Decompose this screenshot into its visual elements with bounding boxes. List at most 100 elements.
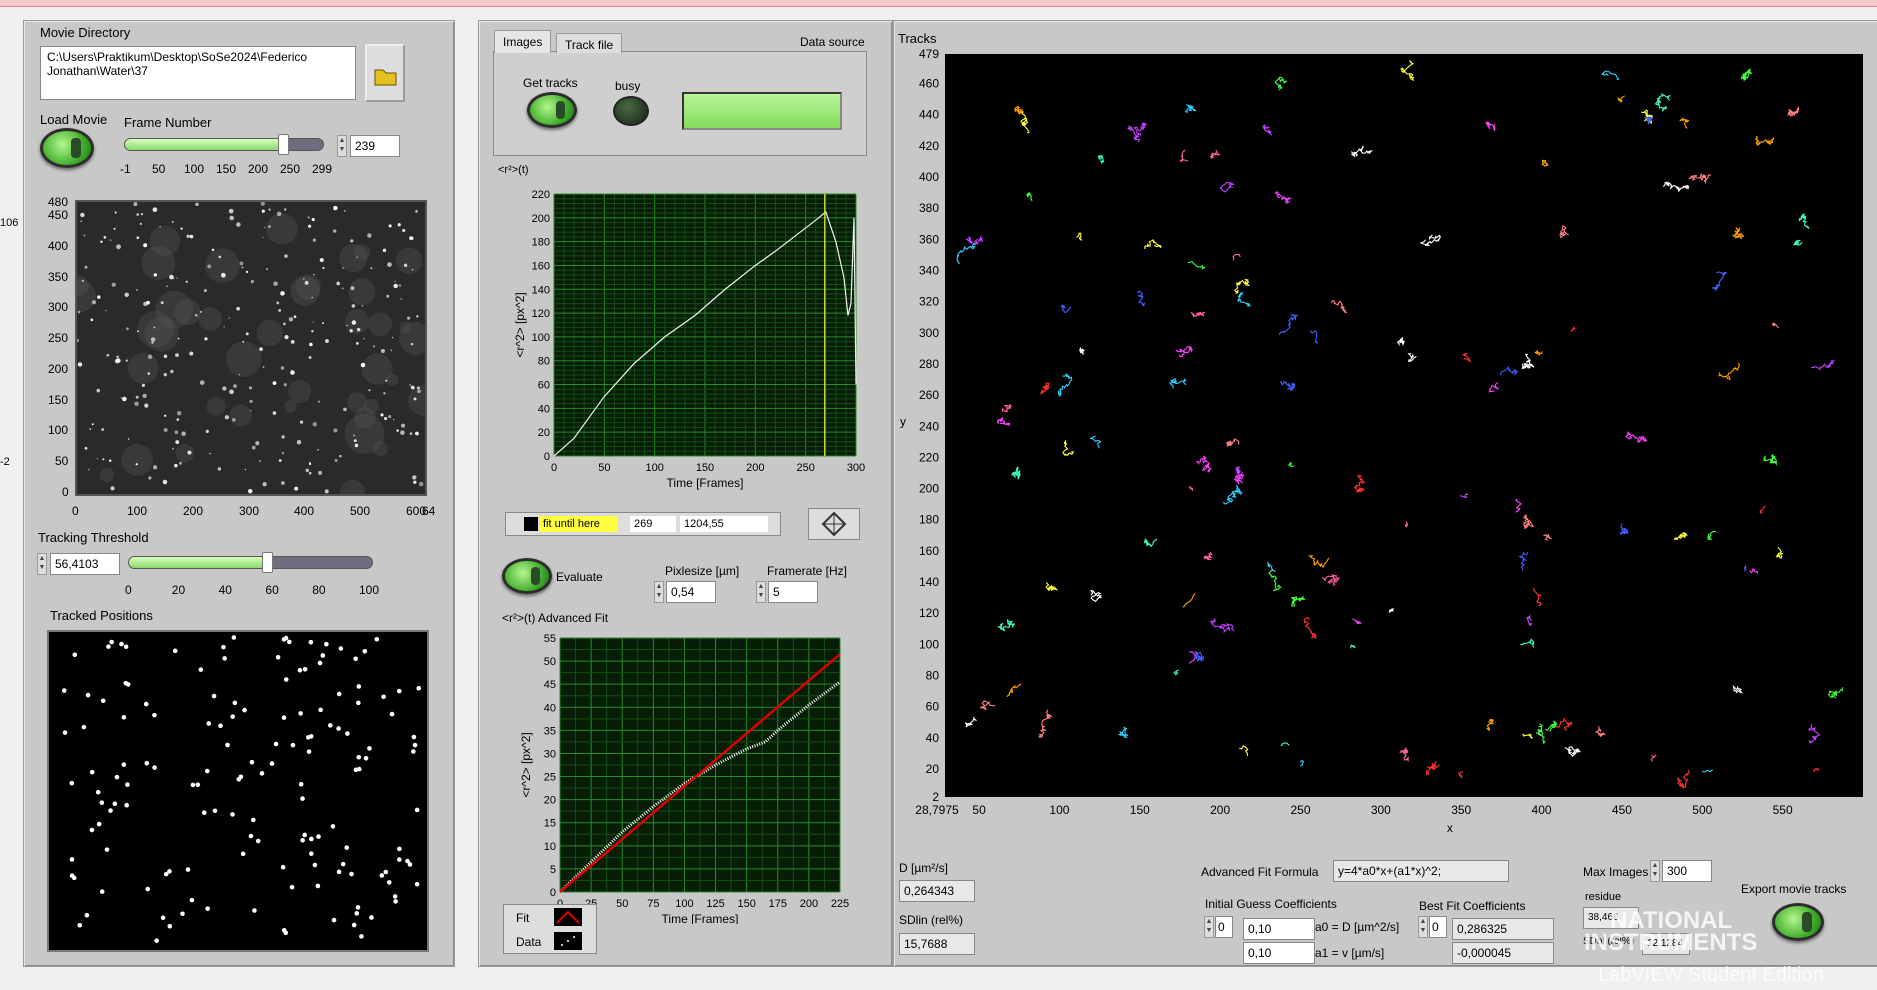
- haze-blob: [266, 213, 298, 245]
- frame-number-slider-handle[interactable]: [278, 134, 289, 155]
- tracked-dot: [353, 656, 358, 662]
- edge-label-b: -2: [0, 456, 10, 468]
- cursor-name[interactable]: fit until here: [540, 516, 618, 532]
- particle-track: [1701, 769, 1713, 773]
- tracking-threshold-label: Tracking Threshold: [38, 530, 149, 545]
- particle: [415, 210, 418, 213]
- tracked-dot: [344, 845, 350, 850]
- particle-track: [1037, 709, 1054, 738]
- legend-data-label: Data: [516, 935, 542, 949]
- tracked-dot: [124, 802, 129, 808]
- cursor-mover-button[interactable]: [808, 508, 860, 540]
- particle: [353, 434, 356, 437]
- cursor-y[interactable]: 1204,55: [680, 516, 768, 532]
- frame-number-slider[interactable]: [124, 134, 324, 155]
- max-images-field[interactable]: 300: [1662, 860, 1712, 882]
- tracks-x-tick-label: 400: [1532, 803, 1552, 817]
- particle: [241, 266, 244, 269]
- tracked-dot: [123, 680, 129, 686]
- particle-track: [996, 619, 1016, 632]
- tracked-dot: [144, 760, 150, 766]
- particle: [245, 270, 249, 274]
- haze-blob: [408, 384, 425, 416]
- y-tick-label: 15: [544, 818, 556, 830]
- particle-track: [1232, 253, 1241, 261]
- particle-track: [1239, 745, 1249, 757]
- initial-a1-field[interactable]: 0,10: [1243, 942, 1315, 964]
- haze-blob: [372, 440, 388, 457]
- browse-button[interactable]: [365, 44, 405, 102]
- export-tracks-button[interactable]: [1772, 903, 1824, 941]
- initial-index-field[interactable]: 0: [1215, 916, 1233, 938]
- best-index-field[interactable]: 0: [1429, 916, 1447, 938]
- get-tracks-button[interactable]: [527, 92, 577, 128]
- particle: [205, 429, 209, 433]
- particle: [308, 224, 312, 228]
- tracks-y-tick-label: 380: [919, 201, 939, 215]
- particle: [80, 220, 82, 222]
- tracks-y-tick-label: 280: [919, 357, 939, 371]
- pixelsize-stepper[interactable]: ▲ ▼: [654, 581, 664, 603]
- tracked-dot: [315, 883, 321, 889]
- tracking-threshold-stepper[interactable]: ▲ ▼: [37, 553, 47, 575]
- data-source-indicator: [682, 92, 842, 130]
- frame-number-stepper[interactable]: ▲ ▼: [337, 135, 347, 157]
- particle-track: [1485, 121, 1496, 131]
- particle-track: [1425, 760, 1440, 776]
- tracking-threshold-field[interactable]: 56,4103: [50, 553, 120, 575]
- tracking-threshold-slider[interactable]: [128, 552, 373, 573]
- tracked-dot: [185, 867, 191, 872]
- tracked-dot: [163, 871, 169, 877]
- tracked-dot: [109, 639, 114, 645]
- initial-a0-field[interactable]: 0,10: [1243, 918, 1315, 940]
- particle: [159, 225, 161, 228]
- particle: [177, 411, 182, 416]
- particle-track: [1813, 767, 1820, 773]
- max-images-stepper[interactable]: ▲ ▼: [1650, 860, 1660, 882]
- tracked-dot: [414, 807, 420, 813]
- movie-directory-field[interactable]: C:\Users\Praktikum\Desktop\SoSe2024\Fede…: [40, 46, 356, 100]
- particle-track: [1535, 723, 1546, 745]
- frame-number-field[interactable]: 239: [350, 135, 400, 157]
- particle: [110, 486, 115, 491]
- particle-track: [1262, 123, 1273, 136]
- particle: [244, 468, 247, 471]
- particle: [400, 298, 402, 300]
- x-tick-label: 150: [696, 462, 714, 474]
- tracked-dot: [317, 660, 323, 666]
- haze-blob: [354, 244, 371, 261]
- particle-track: [1350, 145, 1373, 158]
- pixelsize-field[interactable]: 0,54: [666, 581, 716, 603]
- particle-track: [1808, 723, 1821, 744]
- tracked-dot: [381, 694, 386, 700]
- particle: [262, 482, 267, 487]
- framerate-stepper[interactable]: ▲ ▼: [756, 581, 766, 603]
- particle: [105, 309, 107, 312]
- particle: [351, 304, 356, 308]
- particle: [312, 422, 317, 427]
- preview-x-tick: 600: [406, 504, 427, 518]
- framerate-field[interactable]: 5: [768, 581, 818, 603]
- haze-blob: [284, 399, 297, 413]
- tab-track-file[interactable]: Track file: [556, 33, 623, 53]
- particle: [368, 389, 371, 392]
- load-movie-button[interactable]: [40, 128, 94, 168]
- best-index-stepper[interactable]: ▲ ▼: [1418, 916, 1428, 938]
- evaluate-button[interactable]: [502, 558, 552, 594]
- adv-formula-field[interactable]: y=4*a0*x+(a1*x)^2;: [1333, 860, 1509, 882]
- initial-index-stepper[interactable]: ▲ ▼: [1204, 916, 1214, 938]
- particle: [288, 317, 294, 322]
- particle-track: [1564, 746, 1581, 757]
- particle-track: [1274, 76, 1288, 91]
- particle-track: [1144, 238, 1162, 250]
- tracks-x-tick-label: 28,7975: [915, 803, 959, 817]
- haze-blob: [137, 311, 174, 348]
- particle-track: [1521, 733, 1534, 739]
- cursor-x[interactable]: 269: [630, 516, 676, 532]
- tracking-threshold-slider-handle[interactable]: [262, 552, 273, 573]
- tab-images[interactable]: Images: [494, 30, 552, 53]
- tracked-dot: [143, 701, 149, 707]
- particle-track: [979, 700, 996, 711]
- particle-track: [1057, 373, 1073, 397]
- tracks-y-tick-label: 460: [919, 77, 939, 91]
